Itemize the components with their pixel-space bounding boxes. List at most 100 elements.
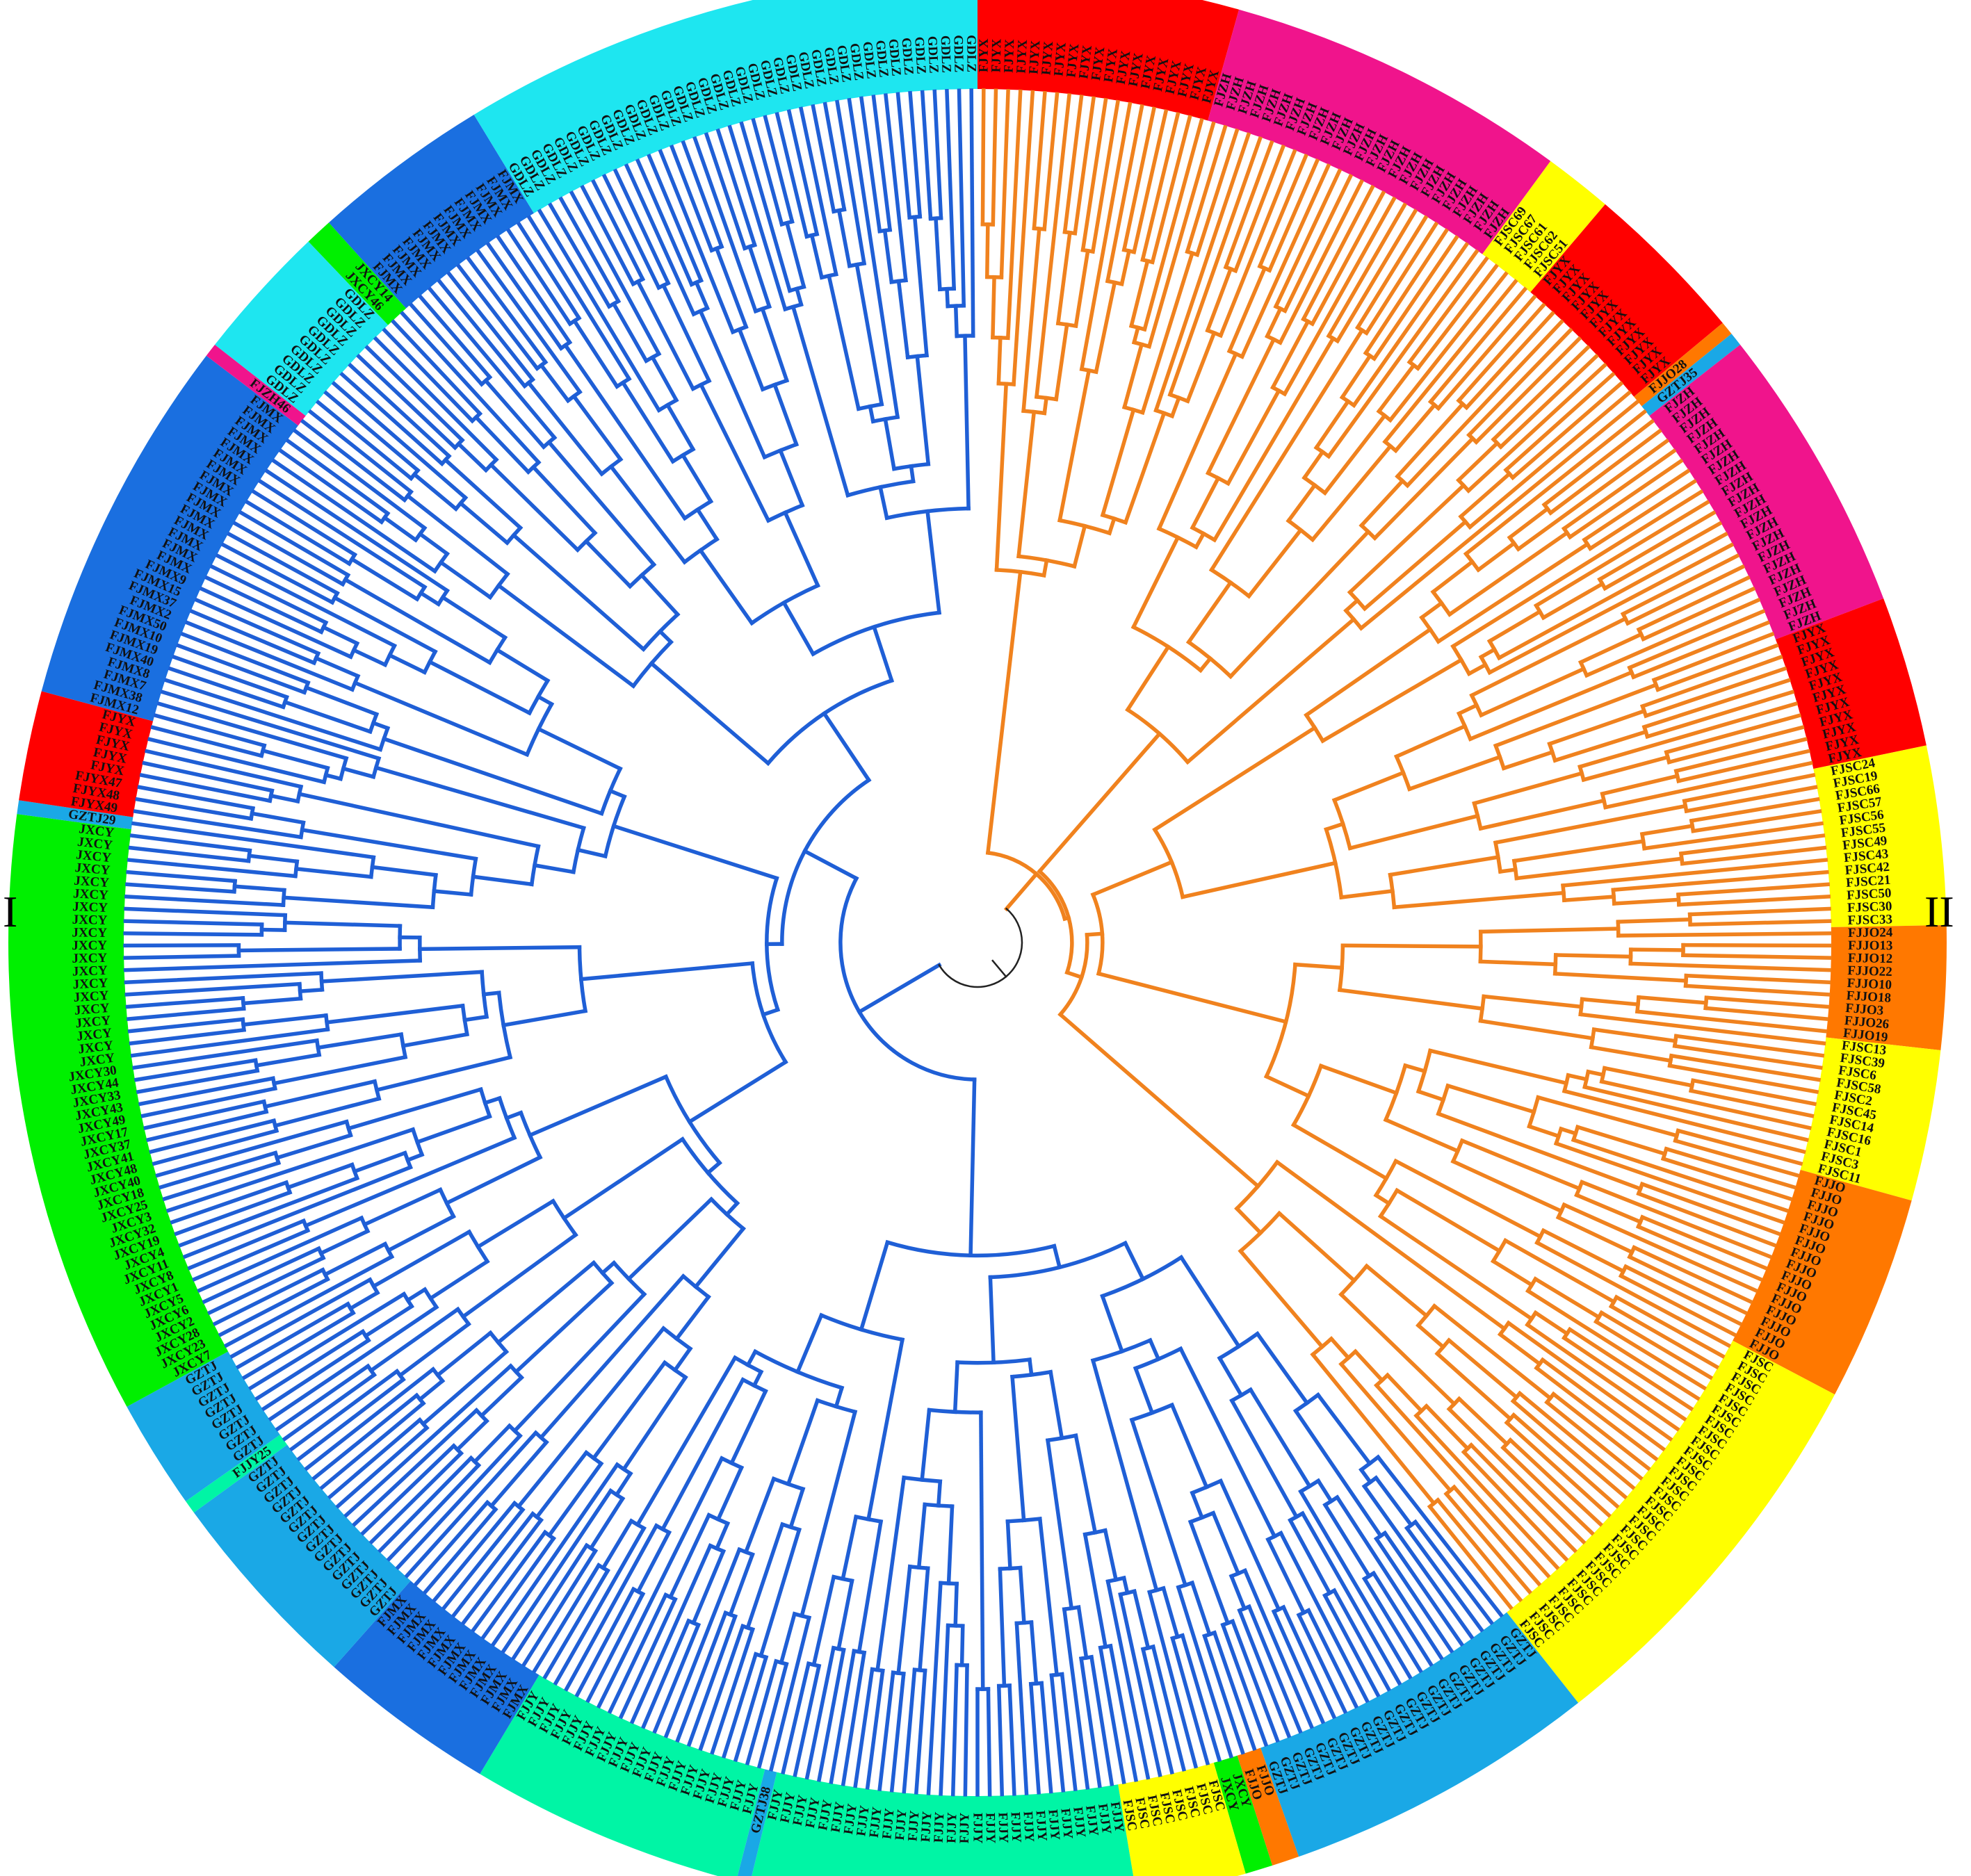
branch [826,273,861,411]
branch [1347,482,1466,595]
branch [667,1512,712,1600]
branch [1639,1181,1781,1237]
branch [914,1668,927,1795]
branch [871,95,893,232]
clade-stem [1003,871,1039,912]
clade-band-fjjo [1826,924,1947,1051]
branch [585,1591,646,1704]
branch [1413,1412,1560,1570]
branch [1472,771,1584,806]
branch [916,1502,927,1570]
branch [1501,749,1555,771]
branch [1080,97,1108,252]
branch [1673,1034,1825,1058]
branch [494,647,551,684]
branch [1466,327,1573,438]
branch [374,1054,513,1093]
branch [1497,1331,1543,1367]
branch [437,279,528,389]
clade-band-jxcy [1213,1755,1273,1874]
branch [1045,1438,1074,1610]
branch [994,382,1009,572]
branch [496,582,636,689]
branch [1673,737,1808,774]
branch [1504,1419,1612,1518]
branch [1500,1444,1595,1536]
branch [1502,1237,1617,1305]
branch [794,286,804,307]
branch [571,318,620,389]
branch [204,575,324,635]
branch [859,1239,890,1332]
branch [909,464,916,484]
leaf-label: FJJY [1020,1811,1037,1843]
leaf-label: GDLZ [938,35,954,74]
branch [621,1374,688,1472]
branch [1140,1647,1174,1775]
branch [1041,557,1049,578]
branch [423,1506,498,1594]
branch [1185,617,1356,765]
branch [481,990,501,997]
branch [182,1164,413,1259]
branch [1636,1191,1777,1248]
clade-color-ring [8,0,1947,1876]
branch [953,304,959,339]
branch [932,89,943,220]
branch [1676,1128,1803,1166]
branch [471,874,534,887]
branch [124,971,323,985]
branch [1309,190,1386,327]
branch [1005,89,1023,341]
branch [212,1267,325,1327]
branch [1406,256,1489,365]
branch [250,811,306,825]
branch [1689,1088,1815,1118]
branch [1446,1406,1587,1545]
branch [1322,413,1388,496]
branch [1704,995,1830,1009]
branch [314,655,361,679]
branch [952,1360,959,1414]
branch [1466,662,1489,676]
clade-band-gztj [737,1769,777,1876]
branch [130,1027,330,1058]
branch [1218,149,1297,339]
branch [263,1079,378,1109]
branch [1571,1137,1790,1214]
branch [1458,471,1512,520]
branch [1486,609,1543,644]
branch [145,1109,269,1143]
branch [882,228,894,284]
branch [853,1667,875,1788]
branch [307,409,414,495]
branch [1393,402,1438,454]
branch [1274,1159,1507,1332]
branch [1197,655,1213,674]
branch [1450,1159,1564,1214]
branch [139,772,273,804]
branch [538,1273,686,1441]
branch [1562,895,1616,903]
branch [513,1280,615,1375]
branch [575,847,608,859]
branch [877,1670,895,1791]
branch [1677,895,1831,907]
clade-band-fjsc [1507,1340,1835,1703]
clade-band-fjsc [1813,745,1947,927]
branch [816,1647,846,1782]
branch [1090,859,1174,897]
branch [178,1175,360,1248]
branch [444,1155,543,1206]
branch [1193,531,1206,550]
branch [1445,1083,1536,1115]
group-label-I: I [3,887,18,936]
branch [1322,1502,1372,1579]
branch [1151,1644,1187,1772]
branch [491,1462,620,1647]
leaf-label: FJJY [918,1811,935,1843]
branch [759,1527,802,1658]
branch [241,1310,356,1380]
branch [1392,890,1566,910]
branch [1541,1227,1626,1274]
